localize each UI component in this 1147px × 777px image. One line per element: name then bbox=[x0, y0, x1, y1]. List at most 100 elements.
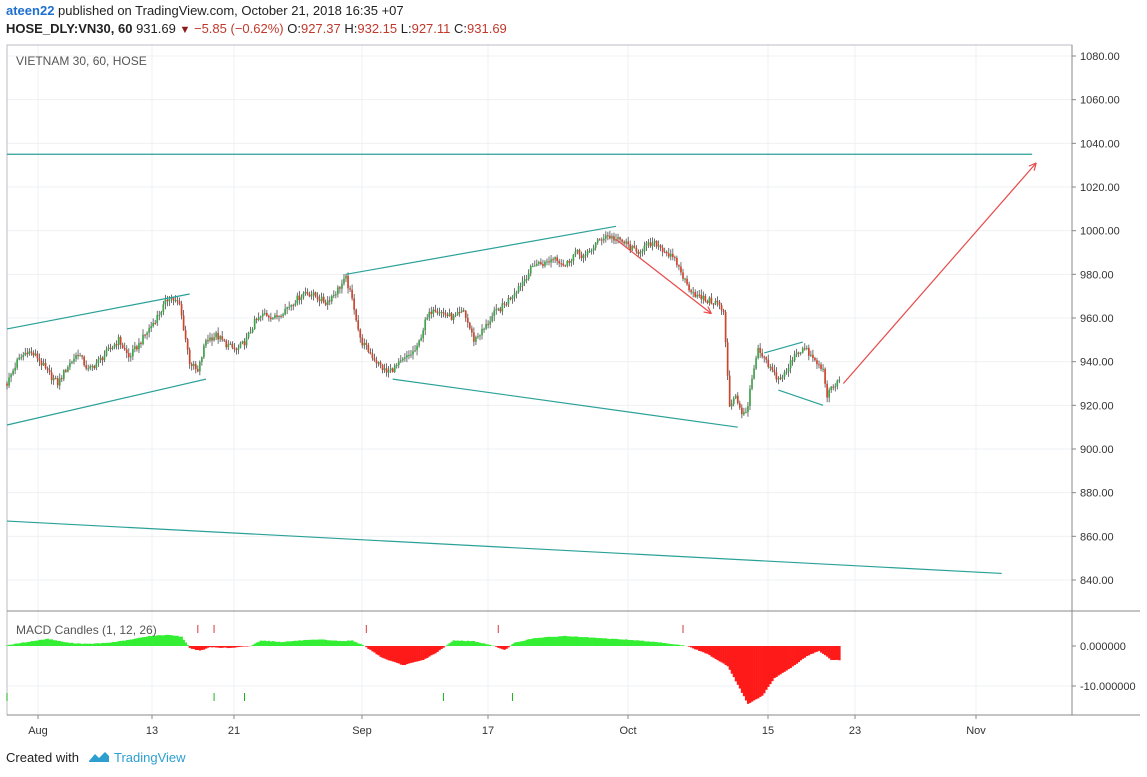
macd-bar bbox=[483, 643, 486, 647]
macd-bar bbox=[290, 641, 293, 647]
candle-body bbox=[8, 377, 10, 386]
macd-bar bbox=[576, 636, 579, 647]
candle-body bbox=[377, 362, 380, 364]
candle-body bbox=[404, 357, 406, 359]
macd-bar bbox=[635, 640, 638, 647]
macd-bar bbox=[85, 643, 88, 647]
macd-bar bbox=[152, 635, 155, 647]
candle-body bbox=[789, 360, 792, 369]
trend-line bbox=[345, 225, 617, 275]
candle-body bbox=[538, 262, 540, 264]
macd-bar bbox=[275, 641, 279, 647]
y-tick-label: 940.00 bbox=[1080, 357, 1114, 369]
macd-bar bbox=[14, 643, 17, 647]
candle-body bbox=[550, 259, 552, 263]
macd-bar bbox=[322, 639, 325, 647]
candle-body bbox=[150, 326, 152, 329]
macd-bar bbox=[28, 641, 31, 647]
macd-bar bbox=[38, 639, 41, 647]
macd-bar bbox=[681, 645, 685, 647]
candle-body bbox=[745, 412, 747, 414]
macd-bar bbox=[619, 639, 622, 647]
publish-info: published on TradingView.com, October 21… bbox=[58, 3, 404, 18]
macd-bar bbox=[20, 642, 23, 647]
candle-body bbox=[245, 337, 248, 346]
macd-bar bbox=[690, 646, 693, 648]
tradingview-brand-link[interactable]: TradingView bbox=[114, 750, 186, 765]
candle-body bbox=[499, 308, 502, 312]
candle-body bbox=[757, 347, 759, 358]
candle-body bbox=[452, 315, 455, 320]
candle-body bbox=[211, 337, 213, 341]
macd-bar bbox=[54, 640, 58, 647]
candle-body bbox=[631, 245, 634, 251]
macd-bar bbox=[117, 641, 120, 647]
macd-bar bbox=[107, 642, 110, 647]
y-tick-label: 860.00 bbox=[1080, 531, 1114, 543]
candle-body bbox=[743, 412, 745, 415]
macd-bar bbox=[365, 646, 368, 648]
candle-body bbox=[564, 265, 567, 267]
candle-body bbox=[509, 298, 512, 300]
candle-body bbox=[613, 236, 615, 241]
macd-bar bbox=[176, 635, 179, 647]
candle-body bbox=[590, 250, 593, 252]
macd-bar bbox=[440, 646, 443, 649]
x-tick-label: 21 bbox=[228, 725, 240, 737]
macd-bar bbox=[312, 639, 315, 647]
candle-body bbox=[783, 372, 786, 377]
candle-body bbox=[180, 304, 183, 316]
candle-body bbox=[665, 251, 668, 254]
candle-body bbox=[125, 349, 128, 354]
macd-bar bbox=[46, 638, 49, 647]
candle-body bbox=[714, 300, 717, 305]
candle-body bbox=[140, 342, 142, 345]
macd-bar bbox=[720, 646, 723, 663]
candle-body bbox=[215, 332, 217, 338]
macd-bar bbox=[655, 642, 658, 647]
candle-body bbox=[749, 388, 751, 407]
low-value: 927.11 bbox=[411, 21, 451, 36]
macd-bar bbox=[245, 646, 248, 647]
candle-body bbox=[525, 279, 528, 281]
macd-bar bbox=[265, 641, 269, 647]
macd-bar bbox=[70, 642, 74, 647]
macd-bar bbox=[791, 646, 794, 667]
candle-body bbox=[402, 358, 404, 361]
candle-body bbox=[314, 292, 317, 297]
candle-body bbox=[440, 312, 443, 314]
macd-bar bbox=[757, 646, 760, 699]
macd-bar bbox=[432, 646, 435, 655]
candle-body bbox=[241, 341, 244, 344]
macd-bar bbox=[608, 638, 612, 647]
candle-body bbox=[570, 260, 573, 263]
candle-body bbox=[753, 368, 755, 379]
candle-body bbox=[805, 347, 808, 349]
candle-body bbox=[30, 351, 33, 353]
author-name[interactable]: ateen22 bbox=[6, 3, 55, 18]
candle-body bbox=[34, 353, 37, 356]
macd-bar bbox=[627, 639, 630, 647]
macd-histogram bbox=[5, 634, 841, 704]
macd-bar bbox=[836, 646, 839, 660]
candle-body bbox=[822, 368, 824, 370]
macd-bar bbox=[564, 635, 567, 647]
macd-bar bbox=[180, 636, 183, 647]
candle-body bbox=[812, 354, 814, 359]
chart-area[interactable]: 840.00 860.00 880.00 900.00 920.00 940.00 960.… bbox=[0, 0, 1147, 745]
candle-body bbox=[265, 312, 268, 316]
macd-bar bbox=[617, 639, 620, 647]
macd-bar bbox=[150, 636, 153, 647]
candle-body bbox=[22, 354, 25, 358]
candle-body bbox=[728, 375, 731, 407]
candle-body bbox=[371, 353, 374, 359]
macd-bar bbox=[286, 641, 289, 647]
macd-bar bbox=[775, 646, 778, 678]
macd-bar bbox=[259, 640, 263, 647]
macd-bar bbox=[779, 646, 782, 675]
candle-body bbox=[369, 352, 372, 354]
macd-bar bbox=[744, 646, 748, 701]
candle-body bbox=[310, 295, 313, 297]
last-price: 931.69 bbox=[136, 21, 176, 36]
candle-body bbox=[824, 368, 826, 384]
